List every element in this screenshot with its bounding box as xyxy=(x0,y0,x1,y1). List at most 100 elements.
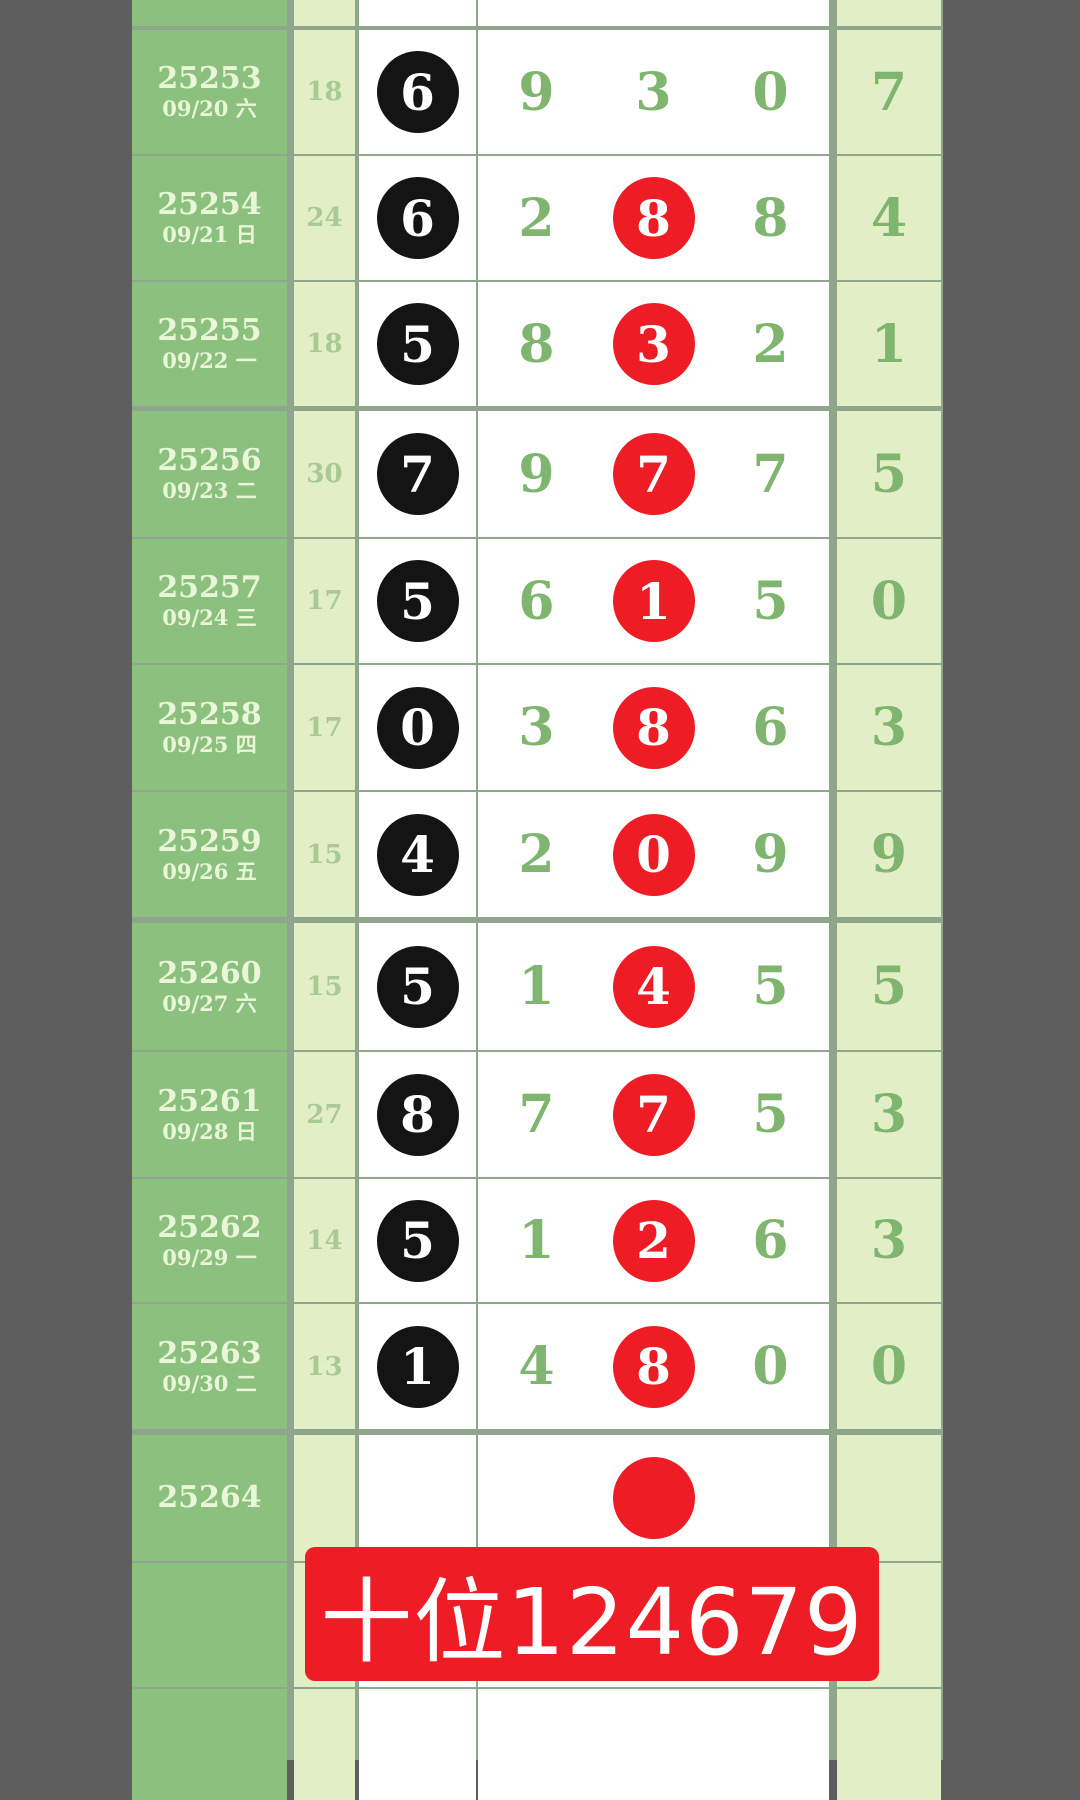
period-cell: 25259 09/26 五 xyxy=(132,792,287,917)
period-cell: 25262 09/29 一 xyxy=(132,1179,287,1302)
period-number: 25258 xyxy=(157,696,262,732)
last-digit-cell xyxy=(837,1689,941,1800)
period-cell: 25264 xyxy=(132,1435,287,1561)
table-row xyxy=(132,0,943,26)
sum-cell: 17 xyxy=(294,665,355,790)
last-digit-cell: 3 xyxy=(837,1052,941,1177)
table-row: 25261 09/28 日 27 8 7 7 5 3 xyxy=(132,1052,943,1177)
sum-cell xyxy=(294,1689,355,1800)
last-digit-cell: 9 xyxy=(837,792,941,917)
black-ball-digit: 4 xyxy=(376,813,459,896)
period-cell xyxy=(132,0,287,26)
digit-cell xyxy=(478,1689,595,1800)
digit-cell: 0 xyxy=(595,792,712,917)
digit-cell: 2 xyxy=(712,282,829,406)
table-row: 25260 09/27 六 15 5 1 4 5 5 xyxy=(132,923,943,1050)
digit-cell: 3 xyxy=(595,30,712,154)
period-number: 25254 xyxy=(157,187,262,222)
last-digit-cell: 0 xyxy=(837,1304,941,1429)
period-number: 25263 xyxy=(157,1335,262,1371)
digit-cell: 8 xyxy=(478,282,595,406)
sum-cell: 18 xyxy=(294,282,355,406)
black-ball-digit: 7 xyxy=(376,433,459,515)
period-cell: 25254 09/21 日 xyxy=(132,156,287,280)
digit-cell: 2 xyxy=(478,792,595,917)
table-row xyxy=(132,1689,943,1800)
draw-date: 09/26 五 xyxy=(162,858,257,884)
red-ball-digit: 0 xyxy=(612,813,695,896)
black-ball-digit: 8 xyxy=(376,1073,459,1156)
draw-date: 09/28 日 xyxy=(162,1118,257,1144)
period-cell: 25253 09/20 六 xyxy=(132,30,287,154)
digit-cell: 7 xyxy=(595,1052,712,1177)
red-ball-digit: 3 xyxy=(612,303,695,385)
last-digit-cell: 7 xyxy=(837,30,941,154)
digit-cell: 1 xyxy=(595,539,712,663)
digit-cell: 4 xyxy=(595,923,712,1050)
digit-cell xyxy=(478,0,595,26)
last-digit-cell: 3 xyxy=(837,1179,941,1302)
period-cell xyxy=(132,1563,287,1687)
sum-cell: 27 xyxy=(294,1052,355,1177)
digit-cell: 4 xyxy=(478,1304,595,1429)
table-row: 25256 09/23 二 30 7 9 7 7 5 xyxy=(132,411,943,537)
last-digit-cell: 0 xyxy=(837,539,941,663)
tens-digit-prediction-banner: 十位124679 xyxy=(305,1547,879,1681)
black-ball-digit: 5 xyxy=(376,303,459,385)
table-row: 25259 09/26 五 15 4 2 0 9 9 xyxy=(132,792,943,917)
black-ball-digit: 6 xyxy=(376,177,459,259)
period-number: 25262 xyxy=(157,1209,262,1245)
digit-cell: 7 xyxy=(712,411,829,537)
sum-cell: 18 xyxy=(294,30,355,154)
red-ball-digit: 8 xyxy=(612,686,695,769)
draw-date: 09/20 六 xyxy=(162,96,257,121)
digit-cell xyxy=(595,1689,712,1800)
digit-cell: 7 xyxy=(595,411,712,537)
digit-cell: 5 xyxy=(712,923,829,1050)
digit-cell xyxy=(712,1435,829,1561)
period-number: 25261 xyxy=(157,1083,262,1119)
digit-cell: 6 xyxy=(359,30,476,154)
digit-cell: 0 xyxy=(359,665,476,790)
draw-date: 09/30 二 xyxy=(162,1370,257,1396)
period-cell: 25261 09/28 日 xyxy=(132,1052,287,1177)
red-ball-digit xyxy=(612,1457,695,1539)
digit-cell: 7 xyxy=(359,411,476,537)
digit-cell: 3 xyxy=(595,282,712,406)
black-ball-digit: 5 xyxy=(376,945,459,1028)
digit-cell: 9 xyxy=(478,30,595,154)
last-digit-cell: 3 xyxy=(837,665,941,790)
period-cell: 25263 09/30 二 xyxy=(132,1304,287,1429)
period-cell: 25255 09/22 一 xyxy=(132,282,287,406)
digit-cell: 1 xyxy=(478,923,595,1050)
sum-cell: 15 xyxy=(294,792,355,917)
period-cell: 25260 09/27 六 xyxy=(132,923,287,1050)
digit-cell: 7 xyxy=(478,1052,595,1177)
digit-cell: 3 xyxy=(478,665,595,790)
digit-cell: 5 xyxy=(359,1179,476,1302)
draw-date: 09/23 二 xyxy=(162,478,257,503)
black-ball-digit: 0 xyxy=(376,686,459,769)
draw-date: 09/29 一 xyxy=(162,1244,257,1270)
digit-cell xyxy=(712,1689,829,1800)
table-row: 25264 xyxy=(132,1435,943,1561)
red-ball-digit: 7 xyxy=(612,433,695,515)
period-cell: 25258 09/25 四 xyxy=(132,665,287,790)
draw-date: 09/27 六 xyxy=(162,990,257,1016)
digit-cell: 8 xyxy=(595,156,712,280)
sum-cell: 17 xyxy=(294,539,355,663)
last-digit-cell: 5 xyxy=(837,923,941,1050)
sum-cell xyxy=(294,1435,355,1561)
lottery-trend-table: 25253 09/20 六 18 6 9 3 0 7 25254 09/21 日 24 6 2 8 8 4 25… xyxy=(132,0,943,1800)
black-ball-digit: 6 xyxy=(376,51,459,133)
period-number: 25264 xyxy=(157,1480,262,1515)
digit-cell: 5 xyxy=(712,539,829,663)
red-ball-digit: 8 xyxy=(612,177,695,259)
period-cell xyxy=(132,1689,287,1800)
digit-cell: 8 xyxy=(595,665,712,790)
draw-date: 09/24 三 xyxy=(162,605,257,630)
digit-cell xyxy=(595,0,712,26)
last-digit-cell xyxy=(837,0,941,26)
digit-cell: 8 xyxy=(712,156,829,280)
digit-cell: 1 xyxy=(359,1304,476,1429)
